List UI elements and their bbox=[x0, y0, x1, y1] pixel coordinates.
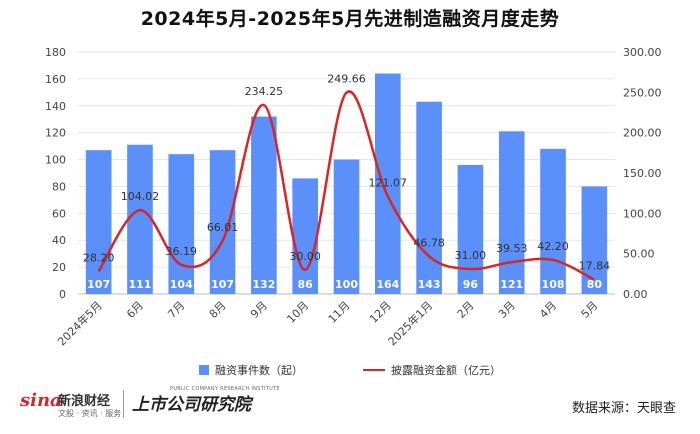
x-tick-label: 11月 bbox=[326, 299, 353, 326]
line-value-label: 121.07 bbox=[369, 176, 408, 189]
line-value-label: 17.84 bbox=[579, 260, 611, 273]
bar-value-label: 121 bbox=[500, 278, 523, 291]
sina-finance-subtitle: 文股 · 资讯 · 服务 bbox=[58, 409, 122, 418]
bar bbox=[540, 148, 566, 294]
bar-value-label: 111 bbox=[128, 278, 151, 291]
right-tick-label: 250.00 bbox=[623, 86, 662, 99]
legend: 融资事件数（起） 披露融资金额（亿元） bbox=[0, 362, 700, 378]
bar bbox=[333, 159, 360, 294]
right-tick-label: 300.00 bbox=[623, 46, 662, 59]
right-tick-label: 150.00 bbox=[623, 167, 662, 180]
x-tick-label: 9月 bbox=[248, 299, 270, 321]
right-axis-ticks: 0.00 50.00 100.00 150.00 200.00 250.00 300.00 bbox=[623, 46, 662, 301]
bar-value-label: 104 bbox=[170, 278, 193, 291]
legend-item-bar: 融资事件数（起） bbox=[199, 362, 303, 378]
left-tick-label: 100 bbox=[45, 154, 66, 167]
line-series: 28.20 104.02 36.19 66.01 234.25 30.00 249.66 12… bbox=[83, 73, 611, 281]
bar-value-label: 108 bbox=[542, 278, 565, 291]
left-tick-label: 120 bbox=[45, 127, 66, 140]
x-tick-label: 8月 bbox=[207, 299, 229, 321]
x-tick-label: 2025年1月 bbox=[385, 298, 435, 348]
bar bbox=[85, 150, 112, 294]
legend-bar-swatch bbox=[199, 365, 209, 375]
legend-item-line: 披露融资金额（亿元） bbox=[363, 362, 501, 378]
right-tick-label: 0.00 bbox=[623, 288, 648, 301]
x-tick-label: 2024年5月 bbox=[55, 298, 105, 348]
chart-title: 2024年5月-2025年5月先进制造融资月度走势 bbox=[140, 8, 560, 30]
legend-line-swatch bbox=[363, 369, 385, 371]
left-tick-label: 140 bbox=[45, 100, 66, 113]
bar-value-label: 132 bbox=[252, 278, 275, 291]
x-tick-label: 3月 bbox=[496, 299, 518, 321]
bar-value-label: 143 bbox=[418, 278, 441, 291]
left-axis-ticks: 0 20 40 60 80 100 120 140 160 180 bbox=[45, 46, 66, 301]
line-value-label: 66.01 bbox=[207, 221, 239, 234]
legend-line-label: 披露融资金额（亿元） bbox=[391, 364, 501, 377]
combo-chart: 107 111 104 107 132 86 100 164 143 96 121 108 80 28.… bbox=[45, 46, 662, 348]
bar-value-label: 164 bbox=[376, 278, 399, 291]
line-value-label: 104.02 bbox=[121, 190, 160, 203]
footer: sina 新浪财经 文股 · 资讯 · 服务 上市公司研究院 PUBLIC CO… bbox=[0, 384, 700, 434]
publisher-logo: 上市公司研究院 bbox=[132, 395, 251, 415]
bar bbox=[416, 101, 442, 294]
line-value-label: 30.00 bbox=[289, 250, 321, 263]
x-tick-label: 6月 bbox=[124, 299, 146, 321]
x-tick-label: 4月 bbox=[537, 299, 559, 321]
right-tick-label: 50.00 bbox=[623, 248, 655, 261]
left-tick-label: 60 bbox=[52, 207, 66, 220]
left-tick-label: 160 bbox=[45, 73, 66, 86]
footer-divider bbox=[123, 390, 124, 418]
sina-logo: sina bbox=[20, 390, 62, 411]
sina-finance-name: 新浪财经 bbox=[58, 394, 111, 409]
bar-value-label: 107 bbox=[87, 278, 110, 291]
x-tick-label: 12月 bbox=[367, 299, 394, 326]
bar-value-label: 107 bbox=[211, 278, 234, 291]
amount-line bbox=[97, 90, 595, 281]
x-tick-label: 5月 bbox=[579, 299, 601, 321]
left-tick-label: 20 bbox=[52, 261, 66, 274]
left-tick-label: 80 bbox=[52, 180, 66, 193]
line-value-label: 234.25 bbox=[245, 85, 284, 98]
left-tick-label: 40 bbox=[52, 234, 66, 247]
left-tick-label: 180 bbox=[45, 46, 66, 59]
x-tick-label: 7月 bbox=[165, 299, 187, 321]
left-tick-label: 0 bbox=[59, 288, 66, 301]
bar bbox=[209, 150, 236, 294]
right-tick-label: 200.00 bbox=[623, 127, 662, 140]
bar bbox=[168, 154, 195, 294]
legend-bar-label: 融资事件数（起） bbox=[215, 364, 303, 377]
line-value-label: 28.20 bbox=[83, 251, 115, 264]
bar bbox=[457, 164, 484, 294]
bar bbox=[498, 131, 525, 294]
right-tick-label: 100.00 bbox=[623, 207, 662, 220]
bar-value-label: 80 bbox=[587, 278, 603, 291]
line-value-label: 31.00 bbox=[455, 249, 487, 262]
line-value-label: 39.53 bbox=[496, 242, 528, 255]
bar bbox=[251, 116, 277, 295]
bar bbox=[127, 144, 153, 294]
bar-value-label: 86 bbox=[298, 278, 314, 291]
x-tick-label: 10月 bbox=[284, 299, 311, 326]
bar bbox=[292, 178, 318, 294]
x-tick-label: 2月 bbox=[455, 299, 477, 321]
bar-value-label: 96 bbox=[463, 278, 479, 291]
bar-value-label: 100 bbox=[335, 278, 358, 291]
bar bbox=[375, 73, 401, 294]
line-value-label: 42.20 bbox=[537, 240, 569, 253]
line-value-label: 249.66 bbox=[327, 73, 366, 86]
publisher-english-name: PUBLIC COMPANY RESEARCH INSTITUTE bbox=[170, 386, 280, 392]
line-value-label: 46.78 bbox=[413, 236, 445, 249]
data-source: 数据来源：天眼查 bbox=[571, 401, 676, 416]
line-value-label: 36.19 bbox=[166, 245, 198, 258]
